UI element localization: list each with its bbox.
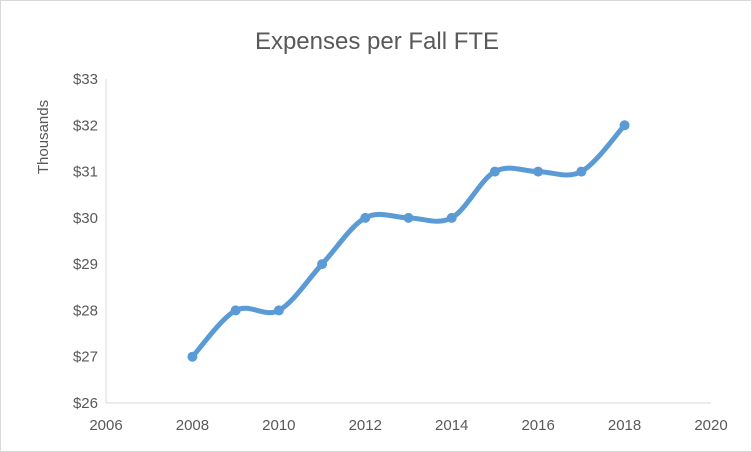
series-line (189, 122, 628, 360)
y-tick-label: $32 (73, 117, 98, 134)
x-tick-label: 2018 (608, 417, 641, 434)
series-expenses (187, 120, 630, 362)
y-tick-label: $28 (73, 302, 98, 319)
data-point (360, 212, 371, 223)
data-point (187, 351, 198, 362)
y-axis-label: Thousands (35, 100, 52, 174)
x-tick-label: 2006 (89, 417, 122, 434)
y-tick-label: $27 (73, 349, 98, 366)
data-point (317, 259, 328, 270)
data-point (230, 305, 241, 316)
data-point (576, 166, 587, 177)
data-point (403, 212, 414, 223)
y-tick-label: $33 (73, 71, 98, 88)
y-tick-label: $26 (73, 395, 98, 412)
data-point (446, 212, 457, 223)
data-point (489, 166, 500, 177)
data-point (273, 305, 284, 316)
x-tick-label: 2012 (349, 417, 382, 434)
y-tick-label: $29 (73, 256, 98, 273)
data-point (619, 120, 630, 131)
chart-title: Expenses per Fall FTE (255, 28, 499, 55)
x-tick-label: 2008 (176, 417, 209, 434)
y-tick-label: $31 (73, 164, 98, 181)
x-tick-label: 2020 (694, 417, 727, 434)
y-tick-labels: $26 $27 $28 $29 $30 $31 $32 $33 (73, 71, 98, 412)
data-point (533, 166, 544, 177)
y-tick-label: $30 (73, 210, 98, 227)
x-tick-label: 2010 (262, 417, 295, 434)
x-tick-label: 2014 (435, 417, 468, 434)
x-tick-labels: 2006 2008 2010 2012 2014 2016 2018 2020 (89, 417, 727, 434)
x-tick-label: 2016 (521, 417, 554, 434)
